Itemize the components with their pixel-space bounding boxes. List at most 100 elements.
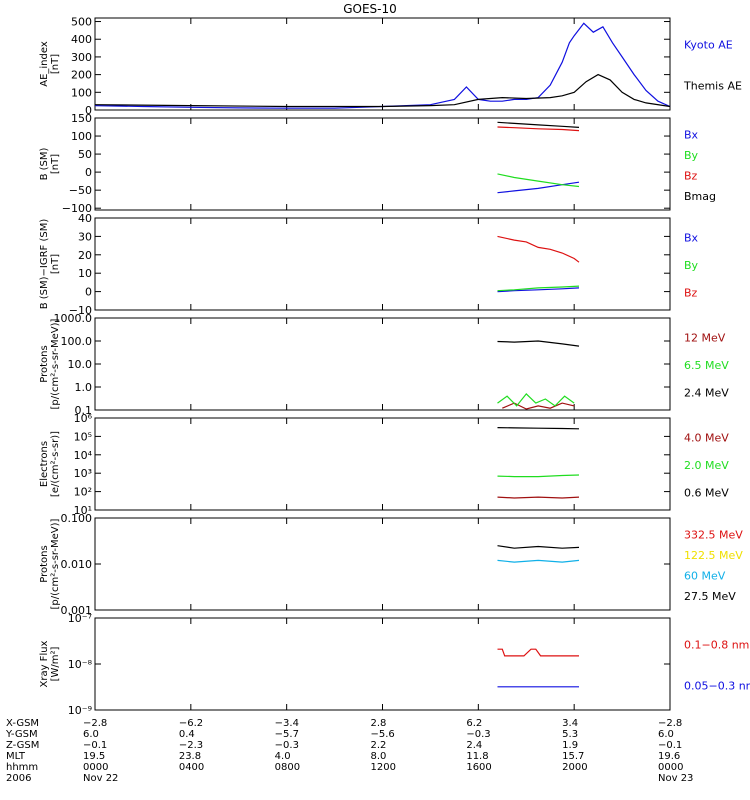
ytick-label-0-1: 100	[71, 86, 92, 99]
series-line-1-1	[497, 173, 580, 188]
ylabel-0-1: [nT]	[50, 54, 61, 74]
ylabel-3-1: [p/(cm²-s-sr-MeV)]	[50, 318, 61, 409]
coord-cell-1-4: 0400	[179, 762, 204, 773]
legend-4-0: 4.0 MeV	[684, 432, 729, 445]
ytick-label-6-0: 10⁻⁹	[68, 704, 92, 717]
series-line-3-0	[502, 402, 575, 410]
coord-cell-3-0: 2.8	[371, 718, 387, 729]
ytick-label-6-2: 10⁻⁷	[68, 612, 92, 625]
coord-cell-5-4: 2000	[562, 762, 587, 773]
coord-cell-1-0: −6.2	[179, 718, 203, 729]
series-line-2-0	[497, 287, 580, 293]
ytick-label-2-0: −10	[69, 304, 92, 317]
series-line-2-2	[497, 235, 580, 263]
series-line-1-0	[497, 181, 580, 194]
ytick-label-2-3: 20	[78, 249, 92, 262]
coord-cell-6-1: 6.0	[658, 729, 674, 740]
legend-0-1: Themis AE	[683, 80, 742, 93]
coord-cell-5-0: 3.4	[562, 718, 578, 729]
ytick-label-3-3: 100.0	[61, 335, 93, 348]
coord-cell-4-1: −0.3	[466, 729, 490, 740]
coord-cell-4-3: 11.8	[466, 751, 488, 762]
coord-cell-0-4: 0000	[83, 762, 108, 773]
ytick-label-2-1: 0	[85, 286, 92, 299]
coord-cell-0-5: Nov 22	[83, 773, 118, 784]
legend-2-2: Bz	[684, 286, 698, 299]
ytick-label-5-1: 0.010	[61, 558, 93, 571]
ylabel-5-0: Protons	[39, 545, 50, 582]
coord-row-label-2: Z-GSM	[6, 740, 39, 751]
ytick-label-5-2: 0.100	[61, 512, 93, 525]
coord-cell-2-2: −0.3	[275, 740, 299, 751]
coord-cell-0-2: −0.1	[83, 740, 107, 751]
legend-3-1: 6.5 MeV	[684, 359, 729, 372]
ytick-label-2-5: 40	[78, 212, 92, 225]
panel-frame-3	[94, 317, 671, 411]
legend-3-0: 12 MeV	[684, 332, 726, 345]
coord-cell-6-2: −0.1	[658, 740, 682, 751]
ytick-label-2-2: 10	[78, 267, 92, 280]
ytick-label-1-5: 150	[71, 112, 92, 125]
legend-5-0: 332.5 MeV	[684, 528, 743, 541]
legend-5-3: 27.5 MeV	[684, 590, 736, 603]
legend-5-1: 122.5 MeV	[684, 549, 743, 562]
coord-cell-1-3: 23.8	[179, 751, 201, 762]
panel-frame-6	[94, 617, 671, 711]
panel-frame-0	[94, 17, 671, 111]
ytick-label-4-1: 10²	[74, 486, 92, 499]
coord-cell-3-4: 1200	[371, 762, 396, 773]
legend-4-2: 0.6 MeV	[684, 486, 729, 499]
ytick-label-1-2: 0	[85, 166, 92, 179]
coord-cell-4-4: 1600	[466, 762, 491, 773]
legend-2-1: By	[684, 259, 699, 272]
series-line-4-2	[497, 427, 580, 430]
legend-1-2: Bz	[684, 169, 698, 182]
ylabel-0-0: AE_index	[39, 41, 50, 87]
series-line-5-3	[497, 545, 580, 549]
ylabel-2-1: [nT]	[50, 254, 61, 274]
series-line-5-2	[497, 559, 580, 563]
coord-cell-2-1: −5.7	[275, 729, 299, 740]
coord-row-label-1: Y-GSM	[5, 729, 38, 740]
coord-cell-5-3: 15.7	[562, 751, 584, 762]
legend-3-2: 2.4 MeV	[684, 386, 729, 399]
ytick-label-4-2: 10³	[74, 467, 92, 480]
ylabel-6-1: [W/m²]	[50, 646, 61, 681]
ylabel-4-0: Electrons	[39, 441, 50, 487]
legend-4-1: 2.0 MeV	[684, 459, 729, 472]
ytick-label-4-5: 10⁶	[74, 412, 93, 425]
series-line-4-1	[497, 474, 580, 478]
ytick-label-2-4: 30	[78, 230, 92, 243]
coord-cell-1-2: −2.3	[179, 740, 203, 751]
ytick-label-1-3: 50	[78, 148, 92, 161]
series-line-3-1	[497, 393, 575, 407]
ytick-label-4-4: 10⁵	[74, 430, 92, 443]
ytick-label-1-1: −50	[69, 184, 92, 197]
series-line-1-2	[497, 126, 580, 132]
ytick-label-0-3: 300	[71, 51, 92, 64]
coord-cell-3-2: 2.2	[371, 740, 387, 751]
ytick-label-4-3: 10⁴	[74, 449, 93, 462]
series-line-0-1	[94, 73, 671, 108]
ylabel-2-0: B (SM)−IGRF (SM)	[39, 219, 50, 310]
coord-cell-5-2: 1.9	[562, 740, 578, 751]
series-line-2-1	[497, 285, 580, 292]
coord-cell-5-1: 5.3	[562, 729, 578, 740]
legend-5-2: 60 MeV	[684, 569, 726, 582]
panel-frame-4	[94, 417, 671, 511]
coord-cell-2-4: 0800	[275, 762, 300, 773]
ytick-label-1-4: 100	[71, 130, 92, 143]
ytick-label-3-0: 0.1	[75, 404, 93, 417]
coord-cell-6-4: 0000	[658, 762, 683, 773]
panel-frame-2	[94, 217, 671, 311]
ylabel-3-0: Protons	[39, 345, 50, 382]
ylabel-1-1: [nT]	[50, 154, 61, 174]
chart-title: GOES-10	[343, 2, 397, 16]
coord-row-label-5: 2006	[6, 773, 31, 784]
series-line-4-0	[497, 496, 580, 499]
ytick-label-3-1: 1.0	[75, 381, 93, 394]
ylabel-5-1: [p/(cm²-s-sr-MeV)]	[50, 518, 61, 609]
ytick-label-3-2: 10.0	[68, 358, 93, 371]
coord-cell-3-1: −5.6	[371, 729, 395, 740]
